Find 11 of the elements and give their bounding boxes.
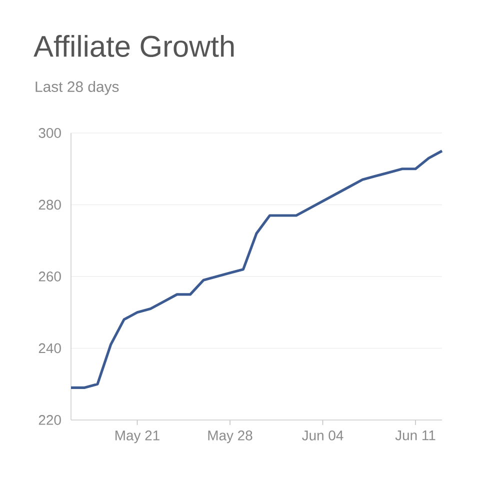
x-tick-label: May 28 bbox=[208, 430, 252, 444]
y-tick-label: 220 bbox=[38, 415, 61, 425]
x-tick-label: Jun 11 bbox=[395, 430, 436, 440]
y-tick-label: 300 bbox=[38, 128, 61, 138]
y-tick-label: 240 bbox=[38, 343, 61, 354]
chart-title: Affiliate Growth bbox=[34, 35, 234, 57]
x-tick-label: May 21 bbox=[116, 430, 160, 444]
x-tick-label: Jun 04 bbox=[302, 430, 344, 440]
y-tick-label: 280 bbox=[38, 200, 61, 210]
y-tick-label: 260 bbox=[38, 272, 61, 282]
chart-subtitle: Last 28 days bbox=[36, 81, 119, 95]
